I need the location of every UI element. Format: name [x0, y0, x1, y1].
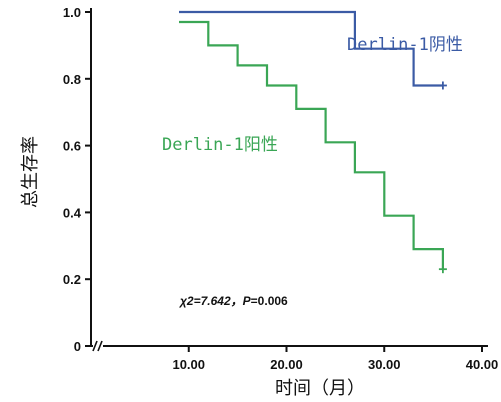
survival-curve-positive: [179, 20, 444, 270]
survival-curve-negative: [179, 10, 443, 87]
y-tick-label: 0.2: [63, 272, 81, 287]
y-tick-label: 0: [74, 339, 81, 354]
y-axis-title: 总生存率: [20, 136, 41, 208]
axis-break-gap: [93, 340, 103, 352]
y-tick-label: 0.8: [63, 72, 81, 87]
censor-mark: [438, 265, 447, 274]
chi-square-value: =7.642，: [194, 294, 243, 308]
axis-break-mark: [92, 340, 98, 352]
ticks: 0 0.2 0.4 0.6 0.8 1.0 10.00 20.00 30.00 40.00: [63, 5, 498, 372]
legend-label-negative: Derlin-1阴性: [347, 35, 463, 55]
legend-label-positive: Derlin-1阳性: [162, 135, 278, 155]
series-layer: [179, 10, 447, 274]
axis-break-mark: [97, 340, 103, 352]
x-tick-label: 30.00: [368, 357, 401, 372]
y-tick-label: 0.4: [63, 205, 82, 220]
y-tick-label: 1.0: [63, 5, 81, 20]
x-tick-label: 20.00: [270, 357, 303, 372]
x-tick-label: 40.00: [466, 357, 499, 372]
statistic-annotation: χ2=7.642，P=0.006: [178, 294, 288, 308]
x-tick-label: 10.00: [172, 357, 205, 372]
chi-square-name: χ2: [178, 294, 194, 308]
p-value: =0.006: [251, 294, 288, 308]
p-name: P: [243, 294, 252, 308]
censor-mark: [438, 81, 447, 90]
axes: [90, 8, 488, 352]
x-axis-title: 时间（月）: [275, 378, 365, 399]
y-tick-label: 0.6: [63, 139, 81, 154]
